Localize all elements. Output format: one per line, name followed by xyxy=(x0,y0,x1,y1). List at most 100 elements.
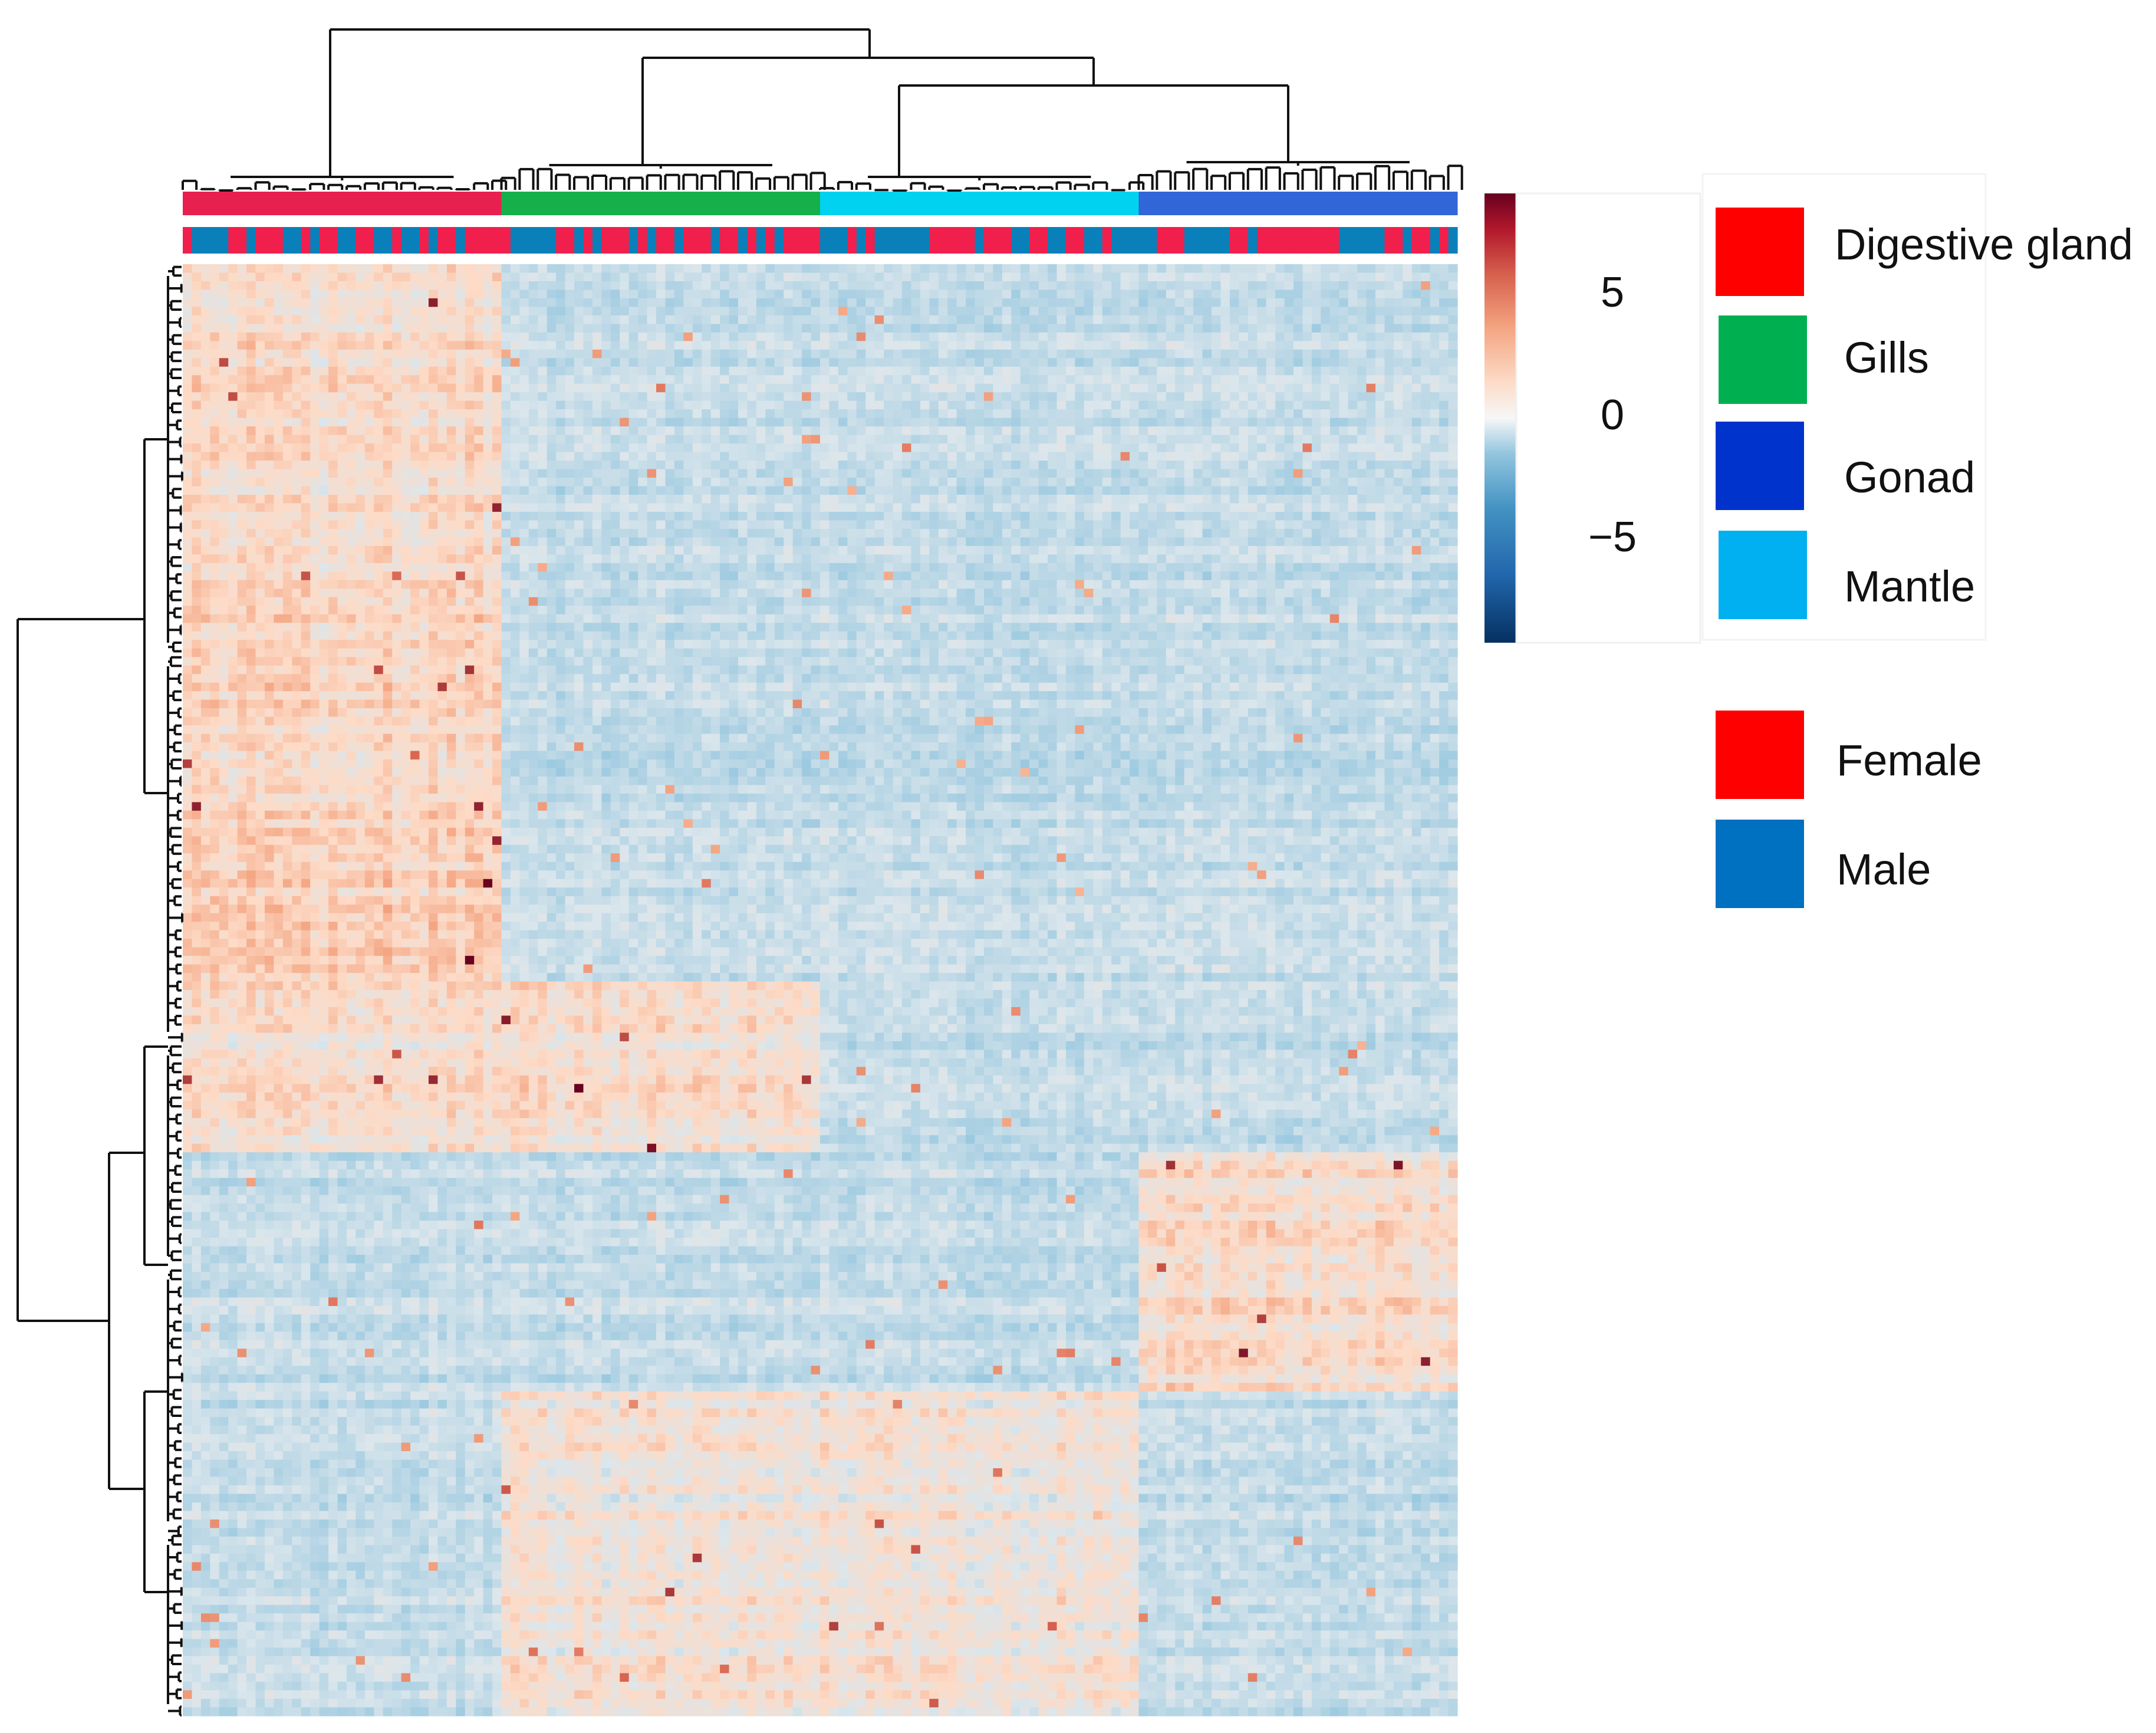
heatmap-cell xyxy=(1075,264,1085,274)
heatmap-cell xyxy=(983,528,994,538)
heatmap-cell xyxy=(811,290,821,299)
heatmap-cell xyxy=(1448,264,1458,274)
heatmap-cell xyxy=(601,307,611,316)
heatmap-cell xyxy=(784,469,794,478)
heatmap-cell xyxy=(929,435,939,444)
heatmap-cell xyxy=(374,375,384,384)
heatmap-cell xyxy=(392,315,402,324)
heatmap-cell xyxy=(1029,486,1039,495)
heatmap-cell xyxy=(356,511,366,521)
heatmap-cell xyxy=(1348,341,1358,350)
heatmap-cell xyxy=(856,469,866,478)
heatmap-cell xyxy=(310,537,320,547)
heatmap-cell xyxy=(237,383,247,393)
heatmap-cell xyxy=(674,400,684,410)
sex-bar-cell xyxy=(1302,227,1312,254)
heatmap-cell xyxy=(975,435,985,444)
heatmap-cell xyxy=(1157,358,1167,367)
heatmap-cell xyxy=(483,537,493,547)
heatmap-cell xyxy=(437,264,447,274)
heatmap-cell xyxy=(428,409,438,419)
heatmap-cell xyxy=(1302,332,1312,341)
heatmap-cell xyxy=(1411,409,1421,419)
heatmap-cell xyxy=(1038,528,1048,538)
heatmap-cell xyxy=(1311,528,1321,538)
heatmap-cell xyxy=(1175,375,1185,384)
heatmap-cell xyxy=(364,443,374,453)
heatmap-cell xyxy=(1247,298,1258,308)
heatmap-cell xyxy=(665,298,675,308)
heatmap-cell xyxy=(456,528,466,538)
heatmap-cell xyxy=(428,478,438,487)
heatmap-cell xyxy=(1421,503,1431,512)
heatmap-cell xyxy=(856,537,866,547)
heatmap-cell xyxy=(966,290,976,299)
heatmap-cell xyxy=(1366,264,1376,274)
heatmap-cell xyxy=(765,366,775,376)
heatmap-cell xyxy=(392,409,402,419)
heatmap-cell xyxy=(901,528,912,538)
heatmap-cell xyxy=(1421,478,1431,487)
heatmap-cell xyxy=(1102,298,1112,308)
heatmap-cell xyxy=(774,469,784,478)
heatmap-cell xyxy=(692,452,702,461)
heatmap-cell xyxy=(419,409,429,419)
heatmap-cell xyxy=(1065,264,1075,274)
heatmap-cell xyxy=(993,324,1003,333)
heatmap-cell xyxy=(911,264,921,274)
heatmap-cell xyxy=(1212,461,1222,470)
heatmap-cell xyxy=(1403,298,1413,308)
heatmap-cell xyxy=(1157,435,1167,444)
heatmap-cell xyxy=(1029,409,1039,419)
heatmap-cell xyxy=(774,452,784,461)
heatmap-cell xyxy=(301,298,311,308)
heatmap-cell xyxy=(1147,341,1157,350)
heatmap-cell xyxy=(1329,426,1339,436)
heatmap-cell xyxy=(1366,332,1376,341)
heatmap-cell xyxy=(983,400,994,410)
heatmap-cell xyxy=(993,452,1003,461)
heatmap-cell xyxy=(1212,528,1222,538)
heatmap-cell xyxy=(1357,478,1367,487)
heatmap-cell xyxy=(1193,375,1203,384)
heatmap-cell xyxy=(328,392,338,402)
heatmap-cell xyxy=(456,264,466,274)
heatmap-cell xyxy=(383,341,393,350)
heatmap-cell xyxy=(383,358,393,367)
heatmap-cell xyxy=(929,264,939,274)
heatmap-cell xyxy=(200,426,210,436)
heatmap-cell xyxy=(1266,528,1276,538)
heatmap-cell xyxy=(1239,426,1249,436)
heatmap-cell xyxy=(1212,478,1222,487)
heatmap-cell xyxy=(538,400,548,410)
heatmap-cell xyxy=(656,435,666,444)
heatmap-cell xyxy=(647,400,657,410)
heatmap-cell xyxy=(628,349,638,359)
heatmap-cell xyxy=(183,392,193,402)
heatmap-cell xyxy=(1239,290,1249,299)
heatmap-cell xyxy=(638,383,648,393)
heatmap-cell xyxy=(1293,383,1304,393)
heatmap-cell xyxy=(738,298,748,308)
heatmap-cell xyxy=(410,443,420,453)
heatmap-cell xyxy=(1384,332,1394,341)
heatmap-cell xyxy=(1448,452,1458,461)
heatmap-cell xyxy=(1421,383,1431,393)
heatmap-cell xyxy=(638,290,648,299)
heatmap-cell xyxy=(1130,307,1140,316)
heatmap-cell xyxy=(592,426,602,436)
heatmap-cell xyxy=(966,426,976,436)
heatmap-cell xyxy=(1102,452,1112,461)
heatmap-cell xyxy=(966,417,976,427)
heatmap-cell xyxy=(1321,264,1331,274)
heatmap-cell xyxy=(583,290,593,299)
heatmap-cell xyxy=(938,358,948,367)
heatmap-cell xyxy=(975,409,985,419)
heatmap-cell xyxy=(784,400,794,410)
heatmap-cell xyxy=(901,452,912,461)
heatmap-cell xyxy=(710,307,720,316)
heatmap-cell xyxy=(947,417,957,427)
heatmap-cell xyxy=(1020,307,1030,316)
heatmap-cell xyxy=(765,528,775,538)
heatmap-cell xyxy=(911,332,921,341)
